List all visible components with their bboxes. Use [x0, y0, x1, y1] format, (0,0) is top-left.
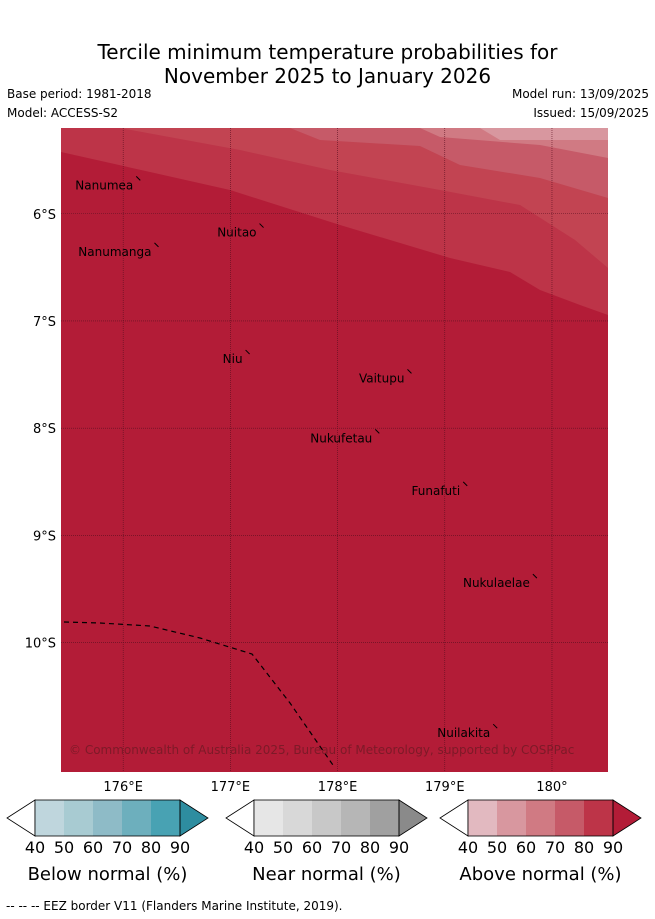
- colorbar-tick-label: 90: [603, 838, 623, 857]
- colorbar-segment: [497, 800, 526, 836]
- place-label: Nanumea: [75, 178, 133, 192]
- colorbar-min-extension: [439, 799, 469, 837]
- lat-label: 9°S: [33, 529, 56, 544]
- probability-band-50: [290, 128, 608, 198]
- place-label: Niu: [223, 352, 243, 366]
- colorbar-segment: [584, 800, 613, 836]
- colorbar-segment: [555, 800, 584, 836]
- probability-band-30: [480, 128, 608, 140]
- colorbar-legends: 40 50 60 70 80 90 Below normal (%) 40 50 60 70 80 90…: [6, 799, 642, 885]
- colorbar-tick-label: 80: [574, 838, 594, 857]
- map-title: Tercile minimum temperature probabilitie…: [0, 40, 655, 88]
- latitude-labels: 6°S 7°S 8°S 9°S 10°S: [25, 208, 56, 652]
- colorbar-segment: [283, 800, 312, 836]
- place-label: Nukulaelae: [463, 576, 530, 590]
- lon-label: 178°E: [318, 780, 358, 795]
- colorbar-segment: [468, 800, 497, 836]
- map-title-line1: Tercile minimum temperature probabilitie…: [97, 40, 558, 64]
- colorbar-tick-label: 60: [516, 838, 536, 857]
- colorbar-tick-label: 40: [458, 838, 478, 857]
- colorbar-frame: [253, 799, 400, 837]
- colorbar-max-extension: [398, 799, 428, 837]
- colorbar-tick-label: 50: [54, 838, 74, 857]
- colorbar-segment: [35, 800, 64, 836]
- colorbar-segment: [64, 800, 93, 836]
- lat-label: 7°S: [33, 315, 56, 330]
- colorbar-tick-label: 80: [141, 838, 161, 857]
- colorbar-max-extension: [179, 799, 209, 837]
- map-area: Nanumea Nuitao Nanumanga Niu Vaitupu Nukufeta…: [61, 128, 608, 772]
- colorbar-title: Below normal (%): [28, 864, 188, 885]
- colorbar-min-extension: [225, 799, 255, 837]
- colorbar-min-extension: [6, 799, 36, 837]
- lat-label: 8°S: [33, 422, 56, 437]
- base-period: Base period: 1981-2018: [7, 87, 152, 101]
- eez-border: [63, 621, 336, 769]
- colorbar-tick-label: 60: [302, 838, 322, 857]
- place-label: Nanumanga: [78, 245, 151, 259]
- copyright-notice: © Commonwealth of Australia 2025, Bureau…: [69, 743, 574, 757]
- model-name: Model: ACCESS-S2: [7, 106, 119, 120]
- colorbar-tick-label: 50: [487, 838, 507, 857]
- place-label: Nuilakita: [437, 726, 490, 740]
- lat-label: 10°S: [25, 637, 56, 652]
- colorbar-tick-label: 80: [360, 838, 380, 857]
- colorbar-tick-label: 70: [545, 838, 565, 857]
- colorbar-tick-label: 40: [244, 838, 264, 857]
- lon-label: 179°E: [425, 780, 465, 795]
- issued-date: Issued: 15/09/2025: [533, 106, 649, 120]
- colorbar-segment: [370, 800, 399, 836]
- colorbar-segment: [93, 800, 122, 836]
- place-label: Nuitao: [217, 226, 256, 240]
- place-labels: Nanumea Nuitao Nanumanga Niu Vaitupu Nukufeta…: [75, 176, 538, 740]
- colorbar-tick-label: 60: [83, 838, 103, 857]
- island-outline: [374, 429, 380, 434]
- island-outline: [492, 723, 498, 729]
- colorbar-tick-label: 90: [389, 838, 409, 857]
- colorbar-tick-label: 70: [331, 838, 351, 857]
- colorbar: 40 50 60 70 80 90 Above normal (%): [439, 799, 642, 885]
- island-outline: [154, 242, 159, 248]
- colorbar-title: Near normal (%): [252, 864, 401, 885]
- map-title-line2: November 2025 to January 2026: [163, 64, 492, 88]
- island-outline: [462, 481, 468, 487]
- colorbar: 40 50 60 70 80 90 Below normal (%): [6, 799, 209, 885]
- colorbar: 40 50 60 70 80 90 Near normal (%): [225, 799, 428, 885]
- colorbar-frame: [467, 799, 614, 837]
- colorbar-frame: [34, 799, 181, 837]
- colorbar-tick-label: 50: [273, 838, 293, 857]
- lat-label: 6°S: [33, 208, 56, 223]
- lon-label: 177°E: [211, 780, 251, 795]
- colorbar-segment: [151, 800, 180, 836]
- colorbar-title: Above normal (%): [459, 864, 621, 885]
- map-gridlines: [61, 128, 608, 772]
- colorbar-max-extension: [612, 799, 642, 837]
- colorbar-tick-label: 90: [170, 838, 190, 857]
- colorbar-segment: [122, 800, 151, 836]
- colorbar-segment: [526, 800, 555, 836]
- lon-label: 176°E: [103, 780, 143, 795]
- island-outline: [245, 349, 250, 355]
- colorbar-segment: [341, 800, 370, 836]
- lon-label: 180°: [536, 780, 567, 795]
- island-outline: [135, 176, 141, 181]
- place-label: Nukufetau: [310, 431, 372, 445]
- eez-footnote: -- -- -- EEZ border V11 (Flanders Marine…: [6, 899, 343, 913]
- place-label: Funafuti: [412, 484, 461, 498]
- island-outline: [407, 368, 412, 374]
- colorbar-tick-label: 70: [112, 838, 132, 857]
- colorbar-segment: [254, 800, 283, 836]
- place-label: Vaitupu: [359, 371, 405, 385]
- model-run: Model run: 13/09/2025: [511, 87, 649, 101]
- island-outline: [259, 223, 264, 228]
- island-outline: [532, 573, 538, 579]
- colorbar-tick-label: 40: [25, 838, 45, 857]
- colorbar-segment: [312, 800, 341, 836]
- longitude-labels: 176°E 177°E 178°E 179°E 180°: [103, 780, 567, 795]
